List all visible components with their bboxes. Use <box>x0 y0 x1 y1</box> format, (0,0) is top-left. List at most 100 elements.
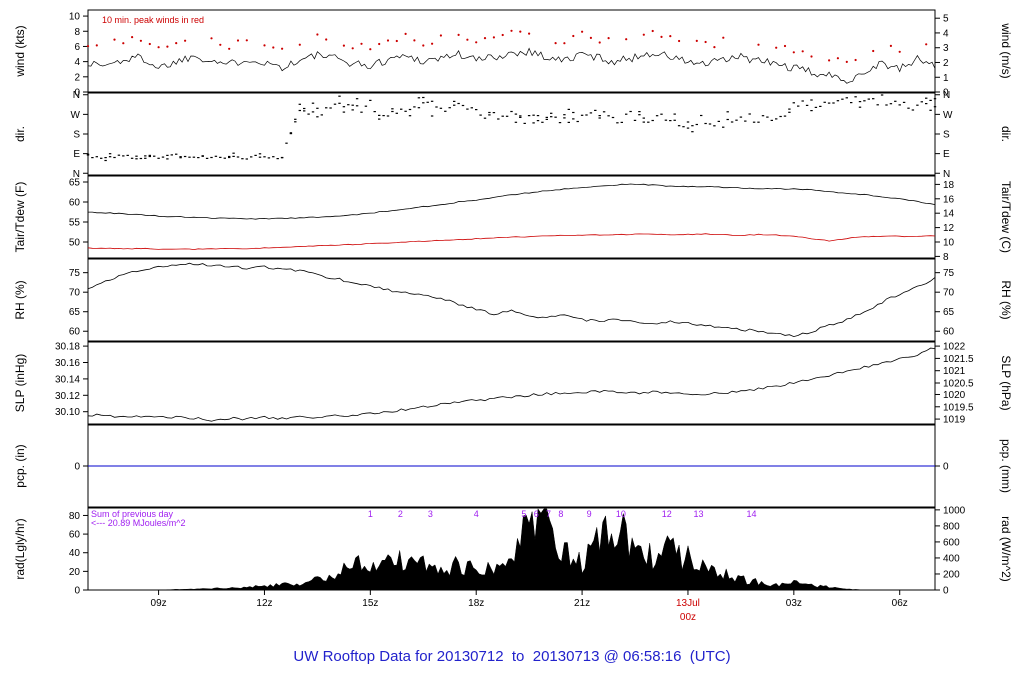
relative-humidity-line <box>87 262 936 338</box>
direction-dot <box>911 109 915 111</box>
direction-dot <box>303 107 306 110</box>
direction-dot <box>475 109 478 111</box>
y-tick-label-right: 1021.5 <box>943 354 974 365</box>
direction-dot <box>435 106 438 108</box>
direction-dot <box>395 112 398 114</box>
peak-wind-dot <box>810 55 813 58</box>
rad-sum-note-1: Sum of previous day <box>91 509 174 519</box>
direction-dot <box>933 106 937 108</box>
direction-dot <box>192 156 196 158</box>
direction-dot <box>625 113 628 115</box>
direction-dot <box>589 112 593 114</box>
rad-hour-marker: 10 <box>616 509 626 519</box>
direction-dot <box>554 116 557 118</box>
peak-wind-dot <box>554 42 557 45</box>
direction-dot <box>289 133 293 135</box>
y-tick-label-left: 0 <box>74 88 80 99</box>
peak-wind-dot <box>889 44 893 48</box>
peak-wind-dot <box>713 46 716 49</box>
direction-dot <box>228 155 231 158</box>
direction-dot <box>642 121 645 123</box>
figure-title: UW Rooftop Data for 20130712 to 20130713… <box>293 648 731 665</box>
direction-dot <box>444 110 447 112</box>
rad-hour-marker: 6 <box>534 509 539 519</box>
direction-dot <box>303 110 306 112</box>
direction-dot <box>422 102 425 104</box>
axis-title-left: RH (%) <box>13 280 27 319</box>
axis-title-right: dir. <box>999 126 1013 142</box>
rad-hour-marker: 5 <box>521 509 526 519</box>
direction-dot <box>845 97 848 99</box>
direction-dot <box>819 105 822 107</box>
y-tick-label-left: S <box>73 130 80 141</box>
air-temperature-line <box>88 183 936 220</box>
peak-wind-dot <box>457 33 460 37</box>
direction-dot <box>201 155 204 157</box>
direction-dot <box>585 114 588 116</box>
direction-dot <box>294 118 297 120</box>
axis-title-right: pcp. (mm) <box>999 439 1013 493</box>
peak-wind-dot <box>157 46 160 49</box>
peak-wind-dot <box>131 36 134 39</box>
direction-dot <box>466 108 469 110</box>
direction-dot <box>316 116 319 118</box>
direction-dot <box>347 104 350 106</box>
direction-dot <box>130 157 134 159</box>
direction-dot <box>801 100 804 102</box>
peak-wind-dot <box>483 37 487 40</box>
y-tick-label-left: 30.16 <box>55 358 80 369</box>
panel-wind-frame <box>87 9 936 93</box>
peak-wind-dot <box>95 44 98 47</box>
direction-dot <box>827 102 831 104</box>
peak-wind-dot <box>439 34 442 37</box>
y-tick-label-right: 2 <box>943 58 949 69</box>
peak-wind-dot <box>572 34 575 38</box>
direction-dot <box>263 156 266 158</box>
direction-dot <box>104 159 107 162</box>
direction-dot <box>536 120 540 122</box>
x-tick-label-2: 00z <box>680 612 696 623</box>
peak-wind-dot <box>510 29 513 32</box>
axis-title-left: pcp. (in) <box>13 444 27 487</box>
direction-dot <box>655 115 659 117</box>
y-tick-label-right: 0 <box>943 88 949 99</box>
direction-dot <box>183 155 187 158</box>
direction-dot <box>744 120 747 122</box>
y-tick-label-right: 3 <box>943 43 949 54</box>
direction-dot <box>775 118 778 120</box>
peak-winds-note: 10 min. peak winds in red <box>102 15 204 25</box>
peak-wind-dot <box>775 46 778 49</box>
direction-dot <box>664 119 668 121</box>
direction-dot <box>289 132 293 134</box>
y-tick-label-left: 10 <box>69 12 81 23</box>
rad-hour-marker: 3 <box>428 509 433 519</box>
y-tick-label-right: W <box>943 110 953 121</box>
peak-wind-dot <box>589 36 593 40</box>
direction-dot <box>638 111 641 113</box>
y-tick-label-right: S <box>943 130 950 141</box>
peak-wind-dot <box>466 38 469 41</box>
direction-dot <box>735 119 738 121</box>
direction-dot <box>148 154 151 156</box>
y-tick-label-right: 1020 <box>943 390 966 401</box>
direction-dot <box>805 104 809 106</box>
direction-dot <box>925 97 928 99</box>
direction-dot <box>700 114 703 117</box>
peak-wind-dot <box>369 48 372 51</box>
direction-dot <box>730 121 734 123</box>
peak-wind-dot <box>272 46 275 49</box>
x-tick-label: 13Jul <box>676 598 700 609</box>
axis-title-left: SLP (inHg) <box>13 354 27 412</box>
direction-dot <box>276 158 279 160</box>
direction-dot <box>430 100 434 102</box>
y-tick-label-right: 10 <box>943 238 955 249</box>
direction-dot <box>126 154 129 156</box>
peak-wind-dot <box>642 33 645 36</box>
peak-wind-dot <box>175 42 178 45</box>
y-tick-label-right: 14 <box>943 209 955 220</box>
direction-dot <box>867 98 870 100</box>
direction-dot <box>766 116 769 118</box>
direction-dot <box>245 158 248 160</box>
direction-dot <box>832 102 835 104</box>
